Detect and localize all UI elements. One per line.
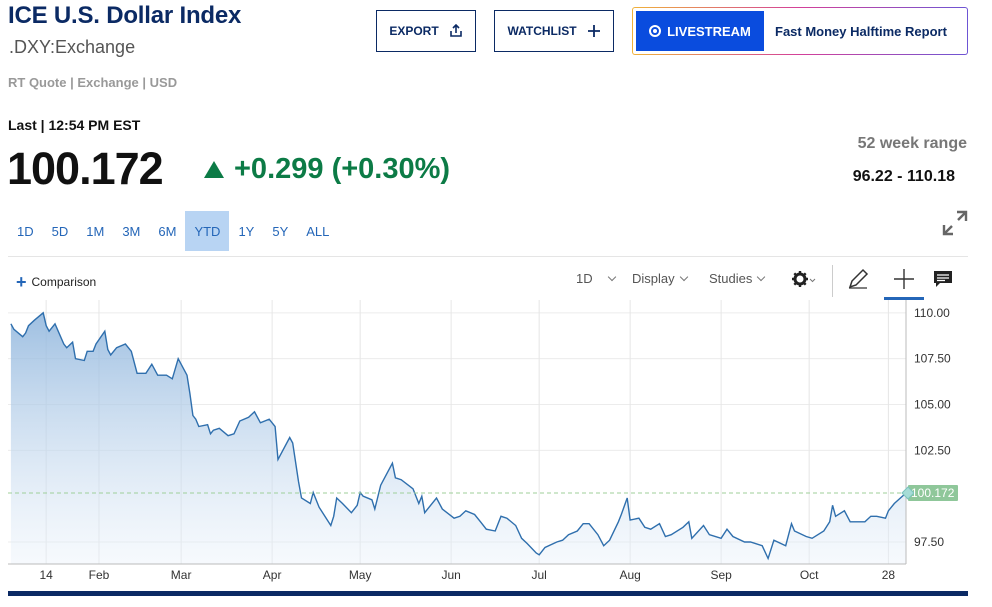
export-button[interactable]: EXPORT bbox=[376, 10, 476, 52]
live-dot-icon bbox=[649, 25, 662, 37]
crosshair-active-indicator bbox=[884, 297, 924, 300]
range-value: 96.22 - 110.18 bbox=[852, 168, 955, 185]
tab-3m[interactable]: 3M bbox=[122, 223, 141, 239]
livestream-show-link[interactable]: Fast Money Halftime Report bbox=[775, 23, 947, 39]
tab-ytd[interactable]: YTD bbox=[185, 211, 230, 251]
instrument-symbol: .DXY:Exchange bbox=[9, 37, 136, 57]
price-change-value: +0.299 (+0.30%) bbox=[234, 153, 451, 185]
x-tick-label: 28 bbox=[882, 568, 896, 582]
display-label: Display bbox=[632, 271, 675, 286]
x-tick-label: Jul bbox=[531, 568, 546, 582]
toolbar-divider bbox=[832, 265, 833, 297]
x-tick-label: Sep bbox=[710, 568, 732, 582]
interval-dropdown[interactable]: 1D bbox=[576, 271, 616, 286]
chart-toolbar: + Comparison 1D Display Studies bbox=[8, 256, 968, 300]
tab-1m[interactable]: 1M bbox=[86, 223, 105, 239]
x-tick-label: Apr bbox=[263, 568, 282, 582]
period-tabs: 1D 5D 1M 3M 6M YTD 1Y 5Y ALL bbox=[8, 211, 338, 251]
livestream-label: LIVESTREAM bbox=[667, 23, 751, 39]
chevron-down-icon bbox=[607, 272, 616, 282]
crosshair-icon[interactable] bbox=[891, 267, 917, 291]
tab-6m[interactable]: 6M bbox=[158, 223, 177, 239]
interval-label: 1D bbox=[576, 271, 593, 286]
upload-icon bbox=[449, 24, 462, 37]
x-tick-label: Feb bbox=[89, 568, 110, 582]
y-tick-label: 97.50 bbox=[914, 535, 944, 549]
tab-1d[interactable]: 1D bbox=[17, 223, 34, 239]
x-tick-label: Oct bbox=[800, 568, 819, 582]
series-line bbox=[10, 311, 907, 561]
price-change: +0.299 (+0.30%) bbox=[204, 153, 450, 186]
chevron-down-icon bbox=[679, 272, 688, 282]
range-label: 52 week range bbox=[857, 135, 967, 152]
y-tick-label: 107.50 bbox=[914, 352, 951, 366]
studies-dropdown[interactable]: Studies bbox=[709, 271, 766, 286]
livestream-banner[interactable]: LIVESTREAM Fast Money Halftime Report bbox=[632, 7, 968, 55]
y-tick-label: 102.50 bbox=[914, 443, 951, 457]
y-tick-label: 105.00 bbox=[914, 398, 951, 412]
last-price-marker bbox=[901, 486, 915, 500]
up-arrow-icon bbox=[204, 161, 224, 178]
quote-meta: RT Quote | Exchange | USD bbox=[8, 75, 178, 90]
comparison-label: Comparison bbox=[31, 275, 97, 289]
comment-icon[interactable] bbox=[930, 267, 956, 291]
livestream-button[interactable]: LIVESTREAM bbox=[636, 11, 764, 51]
price-chart[interactable]: 110.00 107.50 105.00 102.50 97.50 14 Feb Mar Apr… bbox=[0, 300, 992, 598]
expand-arrows-icon[interactable] bbox=[940, 208, 970, 238]
series-area bbox=[10, 312, 906, 564]
watchlist-button[interactable]: WATCHLIST bbox=[494, 10, 614, 52]
comparison-button[interactable]: + Comparison bbox=[16, 273, 96, 291]
x-tick-label: Jun bbox=[441, 568, 460, 582]
instrument-title: ICE U.S. Dollar Index bbox=[8, 2, 242, 29]
export-label: EXPORT bbox=[389, 24, 439, 38]
last-price-badge-label: 100.172 bbox=[911, 486, 955, 500]
last-price-badge bbox=[908, 485, 958, 502]
studies-label: Studies bbox=[709, 271, 753, 286]
pencil-icon[interactable] bbox=[845, 267, 871, 291]
x-tick-label: May bbox=[349, 568, 372, 582]
tab-all[interactable]: ALL bbox=[306, 223, 330, 239]
tab-5d[interactable]: 5D bbox=[51, 223, 69, 239]
watchlist-label: WATCHLIST bbox=[507, 24, 577, 38]
x-tick-label: Aug bbox=[619, 568, 640, 582]
last-trade-time: Last | 12:54 PM EST bbox=[8, 117, 141, 133]
plus-icon: + bbox=[16, 272, 27, 292]
plus-icon bbox=[587, 25, 600, 37]
gear-icon[interactable] bbox=[790, 267, 816, 291]
display-dropdown[interactable]: Display bbox=[632, 271, 688, 286]
tab-5y[interactable]: 5Y bbox=[272, 223, 289, 239]
x-tick-label: Mar bbox=[171, 568, 192, 582]
tab-1y[interactable]: 1Y bbox=[238, 223, 255, 239]
last-price: 100.172 bbox=[7, 143, 164, 194]
price-chart-svg[interactable]: 110.00 107.50 105.00 102.50 97.50 14 Feb Mar Apr… bbox=[0, 300, 992, 598]
bottom-bar bbox=[8, 591, 968, 596]
chevron-down-icon bbox=[757, 272, 766, 282]
y-tick-label: 110.00 bbox=[914, 306, 950, 320]
x-tick-label: 14 bbox=[39, 568, 53, 582]
